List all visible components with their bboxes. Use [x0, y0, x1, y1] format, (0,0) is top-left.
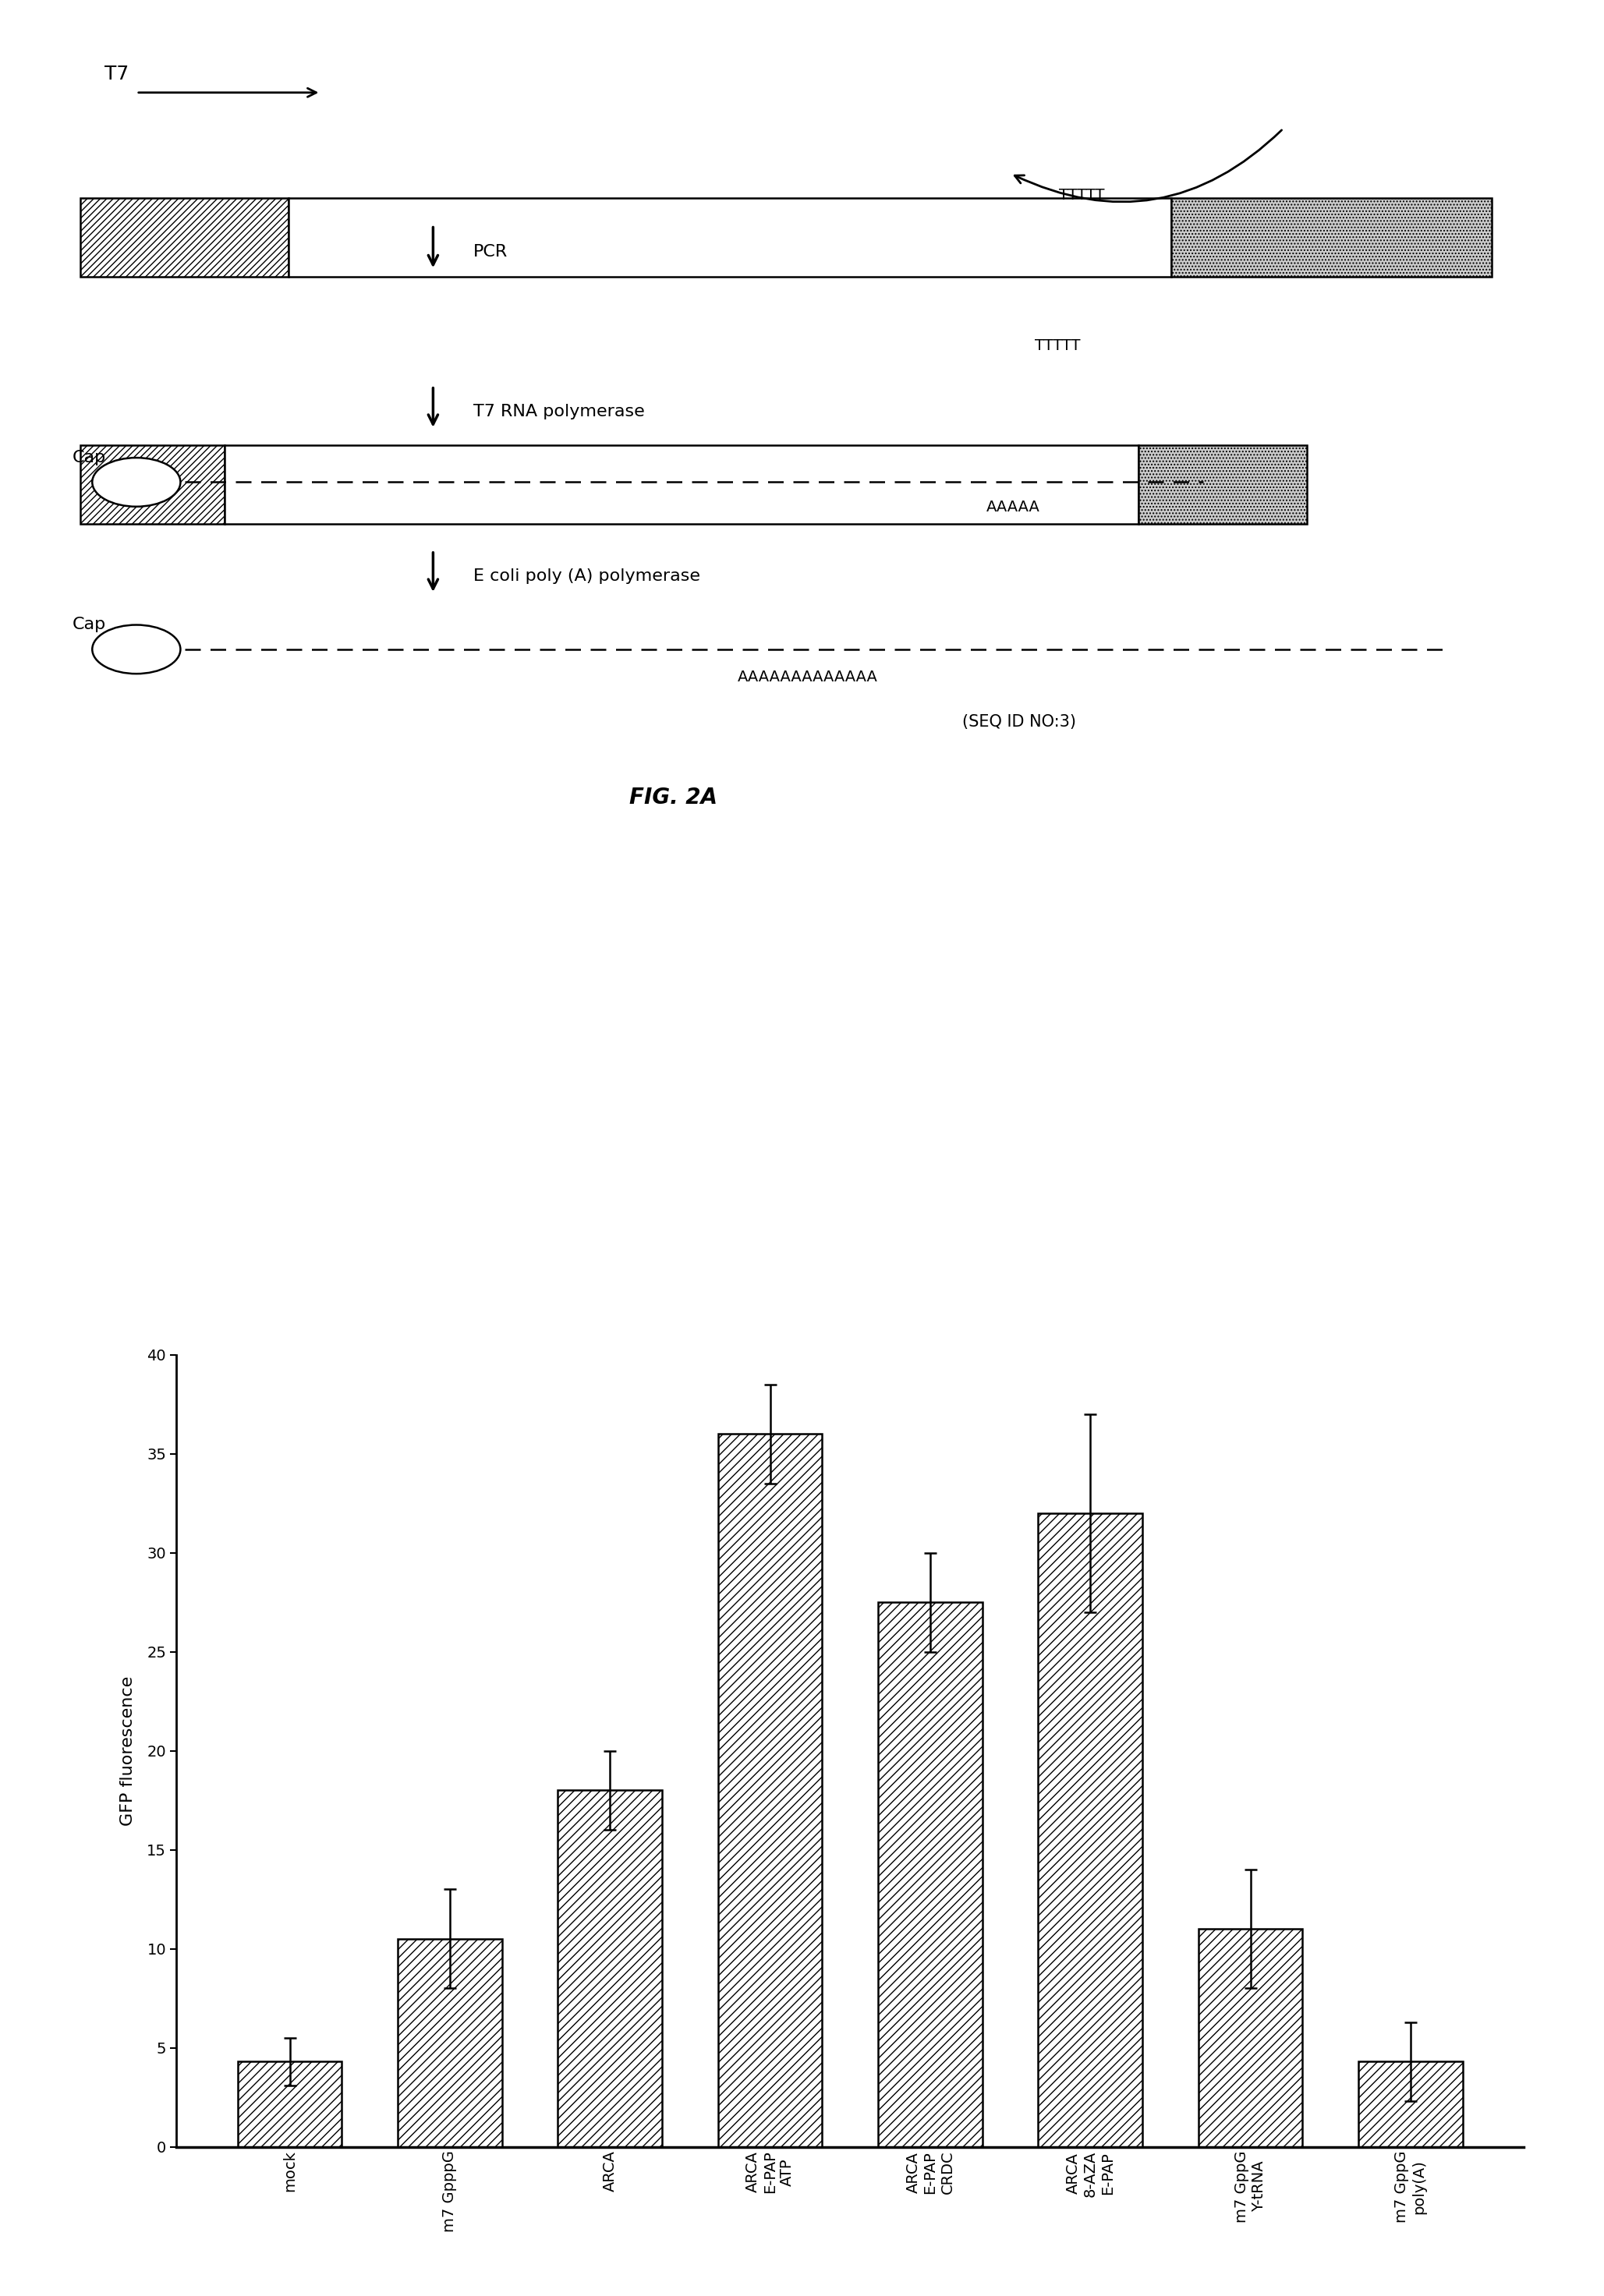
- Bar: [289, 197, 1171, 278]
- Bar: [80, 197, 289, 278]
- Text: TTTTT: TTTTT: [1059, 188, 1104, 202]
- Bar: [225, 445, 1139, 523]
- Text: Cap: Cap: [72, 618, 106, 634]
- Bar: [1359, 2062, 1463, 2147]
- Bar: [398, 1938, 502, 2147]
- Bar: [237, 2062, 342, 2147]
- Text: Cap: Cap: [72, 450, 106, 466]
- Text: TTTTT: TTTTT: [1035, 338, 1079, 354]
- Bar: [877, 1603, 982, 2147]
- Ellipse shape: [93, 457, 180, 507]
- Y-axis label: GFP fluorescence: GFP fluorescence: [120, 1676, 136, 1825]
- Bar: [1198, 1929, 1302, 2147]
- Text: E coli poly (A) polymerase: E coli poly (A) polymerase: [473, 567, 699, 583]
- Text: (SEQ ID NO:3): (SEQ ID NO:3): [962, 714, 1076, 730]
- Bar: [1139, 445, 1307, 523]
- Ellipse shape: [93, 625, 180, 673]
- Text: AAAAA: AAAAA: [986, 501, 1039, 514]
- Text: T7: T7: [104, 64, 128, 83]
- Text: PCR: PCR: [473, 243, 508, 259]
- Bar: [1171, 197, 1492, 278]
- Bar: [719, 1433, 823, 2147]
- Text: AAAAAAAAAAAAA: AAAAAAAAAAAAA: [738, 670, 877, 684]
- Bar: [80, 445, 225, 523]
- Bar: [558, 1791, 662, 2147]
- Text: T7 RNA polymerase: T7 RNA polymerase: [473, 404, 645, 420]
- Bar: [1038, 1513, 1142, 2147]
- Text: FIG. 2A: FIG. 2A: [630, 788, 717, 808]
